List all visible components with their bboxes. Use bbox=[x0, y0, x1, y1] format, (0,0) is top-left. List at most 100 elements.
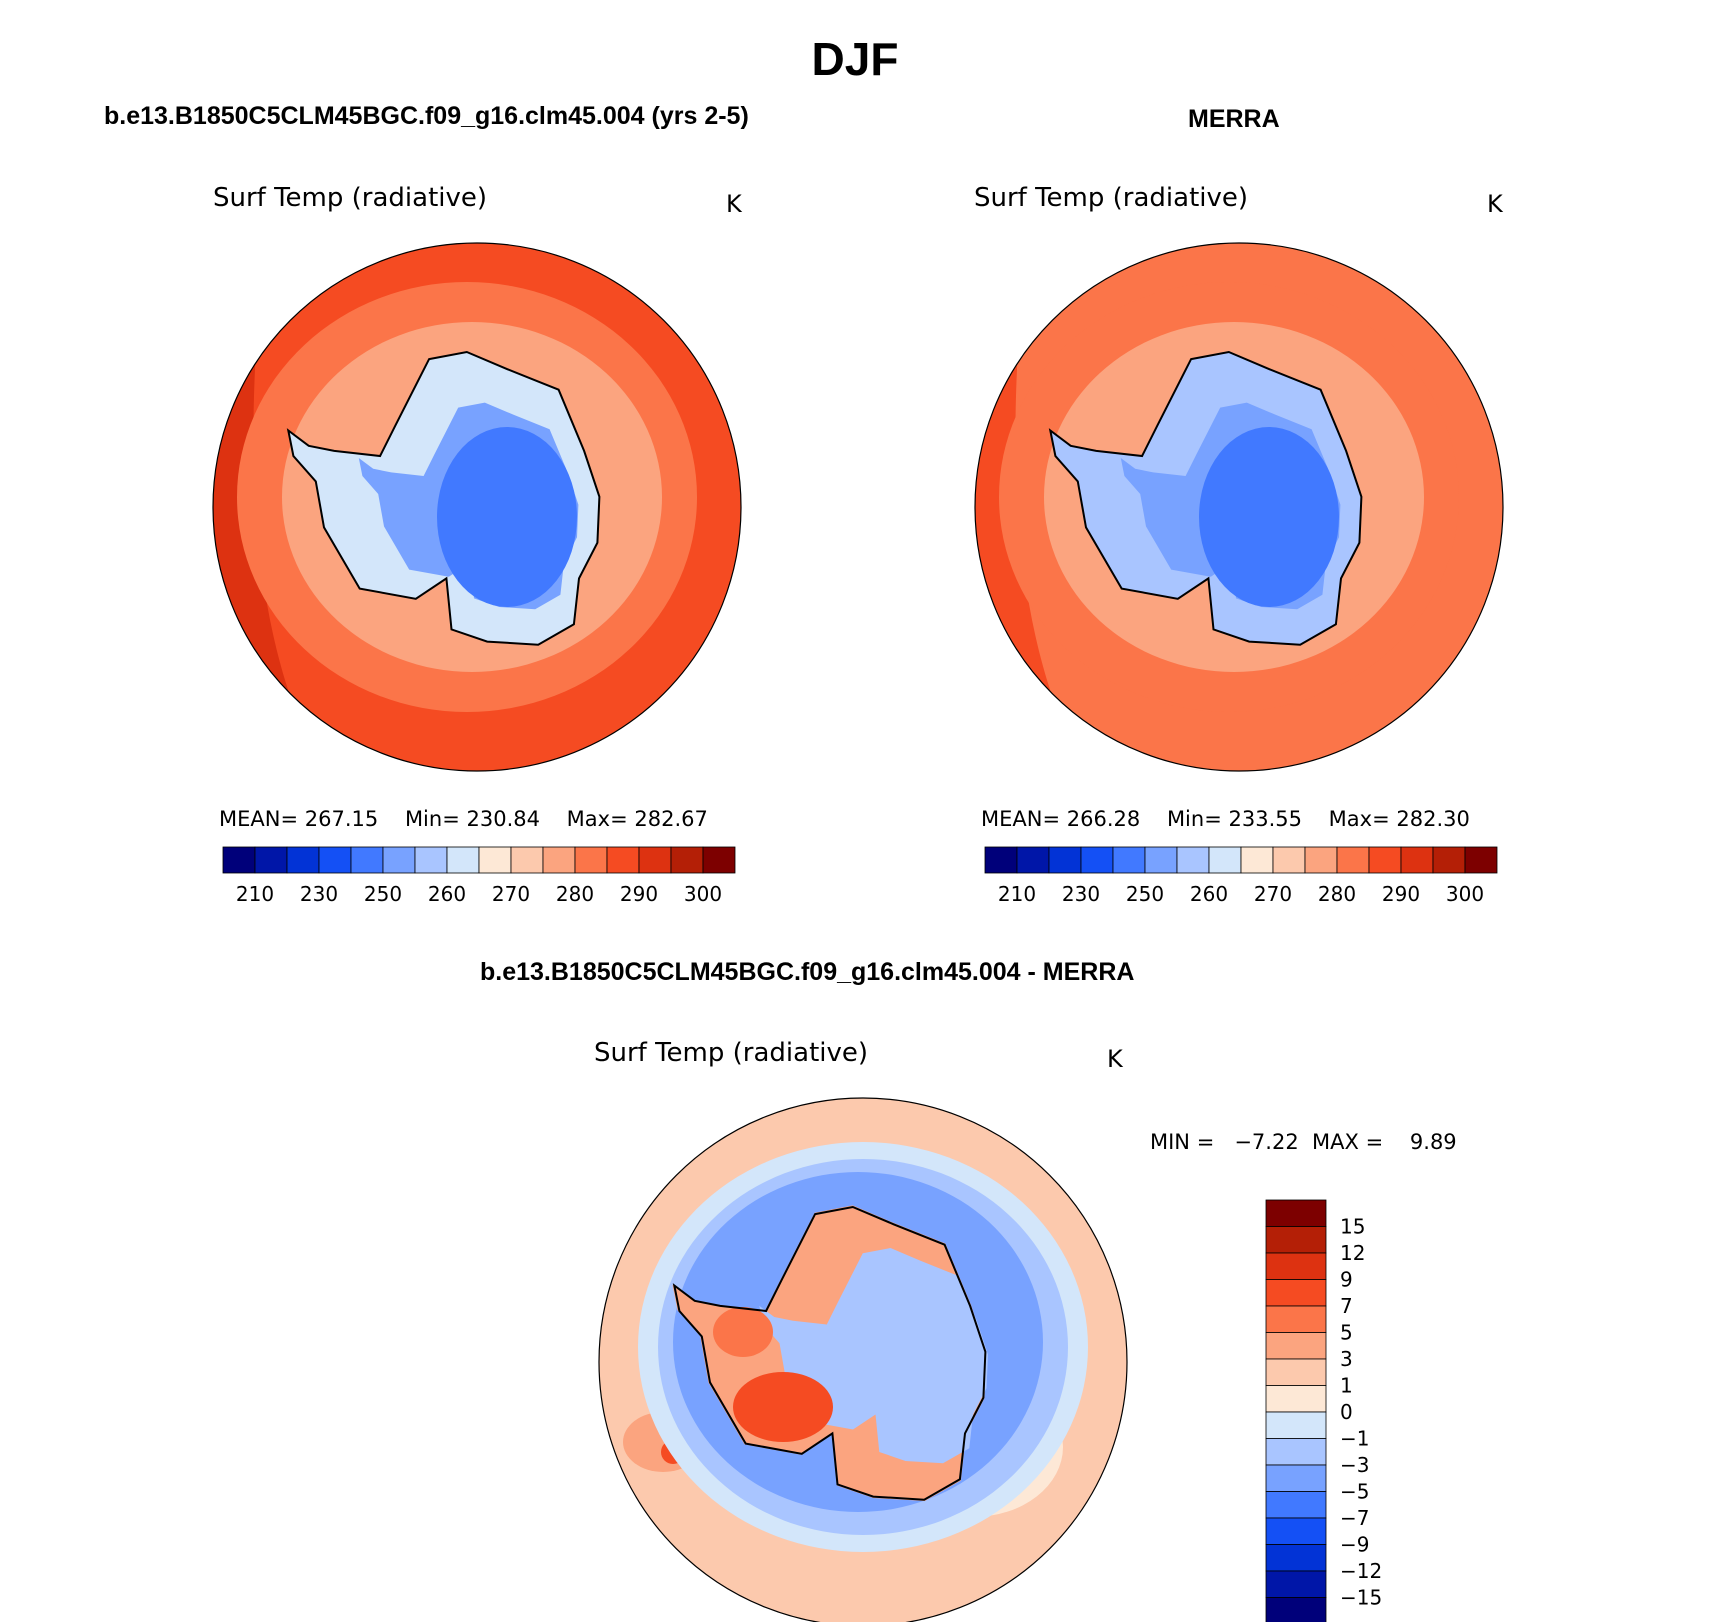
colorbar-tick-label: 290 bbox=[1382, 882, 1420, 906]
colorbar-swatch bbox=[1368, 846, 1402, 874]
colorbar-swatch bbox=[1265, 1332, 1327, 1360]
colorbar-swatch bbox=[1265, 1305, 1327, 1333]
map-boundary-circle bbox=[212, 242, 742, 772]
antarctica-west-warm-area bbox=[713, 1307, 773, 1357]
panel-2-title: MERRA bbox=[1188, 105, 1280, 133]
panel-2-mean-label: MEAN= bbox=[981, 807, 1061, 831]
colorbar-tick-label: 270 bbox=[1254, 882, 1292, 906]
colorbar-tick-label: 0 bbox=[1340, 1400, 1353, 1424]
panel-2-min-label: Min= bbox=[1166, 807, 1222, 831]
panel-3-max-label: MAX = bbox=[1312, 1130, 1384, 1154]
panel-1-units-label: K bbox=[726, 190, 742, 218]
colorbar-tick-label: 1 bbox=[1340, 1374, 1353, 1398]
colorbar-swatch bbox=[1048, 846, 1082, 874]
colorbar-swatch bbox=[1304, 846, 1338, 874]
colorbar-tick-label: 300 bbox=[684, 882, 722, 906]
panel-1-stats: MEAN= 267.15 Min= 230.84 Max= 282.67 bbox=[219, 807, 708, 831]
panel-3-max-value: 9.89 bbox=[1409, 1130, 1457, 1154]
antarctica-ross-hotspot bbox=[733, 1372, 833, 1442]
antarctica-plateau-field bbox=[437, 427, 577, 607]
colorbar-tick-label: −15 bbox=[1340, 1586, 1382, 1610]
antarctica-plateau-field bbox=[1199, 427, 1339, 607]
colorbar-tick-label: −1 bbox=[1340, 1427, 1369, 1451]
colorbar-swatch bbox=[350, 846, 384, 874]
colorbar-swatch bbox=[1112, 846, 1146, 874]
colorbar-swatch bbox=[1265, 1385, 1327, 1413]
panel-2-field bbox=[975, 243, 1503, 771]
panel-2-mean-value: 266.28 bbox=[1066, 807, 1141, 831]
colorbar-tick-label: 260 bbox=[1190, 882, 1228, 906]
colorbar-swatch bbox=[1265, 1517, 1327, 1545]
colorbar-swatch bbox=[1432, 846, 1466, 874]
colorbar-swatch bbox=[1176, 846, 1210, 874]
panel-3-field bbox=[599, 1098, 1127, 1622]
colorbar-swatch bbox=[1265, 1411, 1327, 1439]
colorbar-tick-label: 250 bbox=[1126, 882, 1164, 906]
panel-2-stats: MEAN= 266.28 Min= 233.55 Max= 282.30 bbox=[981, 807, 1470, 831]
panel-1-field bbox=[213, 243, 741, 771]
colorbar-swatch bbox=[606, 846, 640, 874]
colorbar-tick-label: 260 bbox=[428, 882, 466, 906]
colorbar-tick-label: 3 bbox=[1340, 1347, 1353, 1371]
panel-1-colorbar: 210 230 250 260 270 280 290 300 bbox=[222, 846, 736, 906]
colorbar-swatch bbox=[1272, 846, 1306, 874]
panel-3-variable-label: Surf Temp (radiative) bbox=[594, 1038, 869, 1068]
colorbar-tick-label: 280 bbox=[1318, 882, 1356, 906]
colorbar-tick-label: 250 bbox=[364, 882, 402, 906]
colorbar-tick-label: 7 bbox=[1340, 1294, 1353, 1318]
colorbar-tick-label: 270 bbox=[492, 882, 530, 906]
panel-2-colorbar: 210 230 250 260 270 280 290 300 bbox=[984, 846, 1498, 906]
colorbar-swatch bbox=[1265, 1252, 1327, 1280]
panel-1-max-label: Max= bbox=[566, 807, 628, 831]
colorbar-tick-label: 210 bbox=[236, 882, 274, 906]
colorbar-tick-label: 5 bbox=[1340, 1321, 1353, 1345]
colorbar-swatch bbox=[382, 846, 416, 874]
panel-1-min-value: 230.84 bbox=[466, 807, 540, 831]
colorbar-swatch bbox=[254, 846, 288, 874]
colorbar-tick-label: 230 bbox=[1062, 882, 1100, 906]
colorbar-swatch bbox=[1265, 1279, 1327, 1307]
panel-3-title: b.e13.B1850C5CLM45BGC.f09_g16.clm45.004 … bbox=[480, 958, 1135, 986]
antarctica-coastline bbox=[286, 350, 601, 646]
colorbar-tick-label: −9 bbox=[1340, 1533, 1369, 1557]
colorbar-swatch bbox=[1265, 1570, 1327, 1598]
colorbar-swatch bbox=[1464, 846, 1498, 874]
colorbar-swatch bbox=[1016, 846, 1050, 874]
map-boundary-circle bbox=[598, 1097, 1128, 1622]
colorbar-tick-label: −7 bbox=[1340, 1506, 1369, 1530]
colorbar-swatch bbox=[1336, 846, 1370, 874]
colorbar-swatch bbox=[542, 846, 576, 874]
colorbar-swatch bbox=[446, 846, 480, 874]
colorbar-tick-label: −5 bbox=[1340, 1480, 1369, 1504]
colorbar-tick-label: 230 bbox=[300, 882, 338, 906]
colorbar-tick-label: 290 bbox=[620, 882, 658, 906]
main-title: DJF bbox=[811, 33, 899, 85]
colorbar-swatch bbox=[1400, 846, 1434, 874]
colorbar-tick-label: 210 bbox=[998, 882, 1036, 906]
colorbar-swatch bbox=[670, 846, 704, 874]
colorbar-swatch bbox=[1265, 1464, 1327, 1492]
colorbar-swatch bbox=[1265, 1226, 1327, 1254]
antarctica-coastline bbox=[1048, 350, 1363, 646]
colorbar-tick-label: −12 bbox=[1340, 1559, 1382, 1583]
colorbar-tick-label: −3 bbox=[1340, 1453, 1369, 1477]
panel-2-map bbox=[974, 242, 1504, 772]
colorbar-tick-label: 12 bbox=[1340, 1241, 1365, 1265]
colorbar-swatch bbox=[1265, 1491, 1327, 1519]
colorbar-swatch bbox=[286, 846, 320, 874]
panel-1-mean-value: 267.15 bbox=[304, 807, 379, 831]
map-boundary-circle bbox=[974, 242, 1504, 772]
colorbar-tick-label: 300 bbox=[1446, 882, 1484, 906]
colorbar-swatch bbox=[1240, 846, 1274, 874]
panel-3-min-value: −7.22 bbox=[1234, 1130, 1299, 1154]
colorbar-swatch bbox=[1144, 846, 1178, 874]
colorbar-tick-label: 280 bbox=[556, 882, 594, 906]
colorbar-swatch bbox=[318, 846, 352, 874]
colorbar-swatch bbox=[1265, 1438, 1327, 1466]
colorbar-tick-label: 15 bbox=[1340, 1215, 1365, 1239]
panel-3-map bbox=[598, 1097, 1128, 1622]
colorbar-swatch bbox=[1265, 1597, 1327, 1622]
panel-1-min-label: Min= bbox=[404, 807, 460, 831]
